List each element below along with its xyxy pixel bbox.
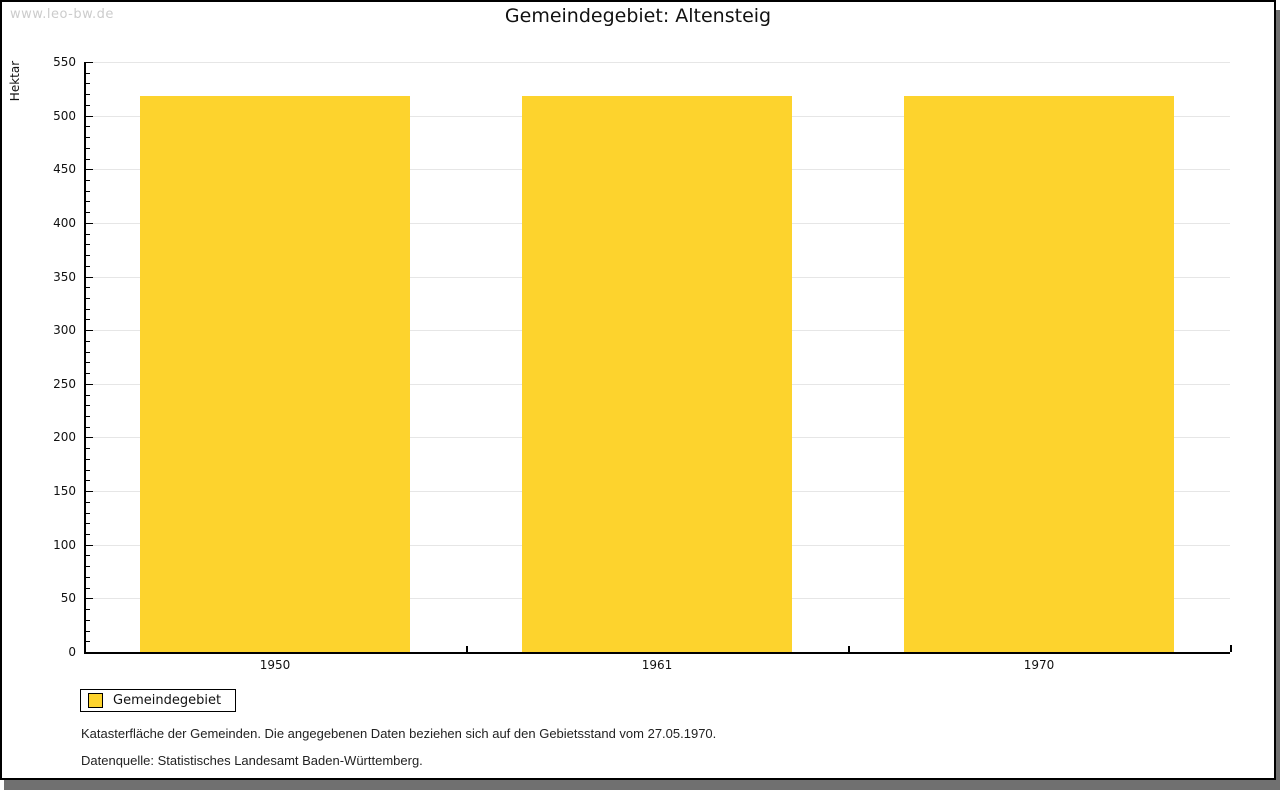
y-minor-tick — [86, 448, 90, 449]
y-minor-tick — [86, 362, 90, 363]
y-minor-tick — [86, 148, 90, 149]
y-minor-tick — [86, 502, 90, 503]
y-minor-tick — [86, 287, 90, 288]
y-minor-tick — [86, 126, 90, 127]
y-major-tick — [86, 384, 93, 385]
legend: Gemeindegebiet — [80, 689, 237, 712]
y-major-tick — [86, 223, 93, 224]
y-major-tick — [86, 277, 93, 278]
y-minor-tick — [86, 341, 90, 342]
y-minor-tick — [86, 480, 90, 481]
x-axis-line — [84, 652, 1230, 654]
legend-swatch-gemeindegebiet — [88, 693, 103, 708]
y-major-tick — [86, 169, 93, 170]
y-minor-tick — [86, 373, 90, 374]
y-minor-tick — [86, 105, 90, 106]
x-boundary-tick — [848, 646, 850, 652]
y-minor-tick — [86, 566, 90, 567]
y-minor-tick — [86, 534, 90, 535]
y-minor-tick — [86, 83, 90, 84]
y-minor-tick — [86, 470, 90, 471]
y-minor-tick — [86, 255, 90, 256]
y-tick-label: 150 — [53, 484, 76, 498]
x-tick-label: 1950 — [259, 658, 291, 672]
y-minor-tick — [86, 201, 90, 202]
y-minor-tick — [86, 191, 90, 192]
y-tick-label: 300 — [53, 323, 76, 337]
x-boundary-tick — [466, 646, 468, 652]
y-minor-tick — [86, 427, 90, 428]
y-minor-tick — [86, 212, 90, 213]
y-minor-tick — [86, 459, 90, 460]
y-minor-tick — [86, 555, 90, 556]
watermark: www.leo-bw.de — [10, 7, 114, 22]
x-tick-label: 1961 — [641, 658, 673, 672]
y-minor-tick — [86, 159, 90, 160]
y-tick-label: 550 — [53, 55, 76, 69]
footnote-data-source: Datenquelle: Statistisches Landesamt Bad… — [81, 753, 423, 768]
y-tick-label: 500 — [53, 109, 76, 123]
y-minor-tick — [86, 620, 90, 621]
y-tick-label: 50 — [60, 591, 76, 605]
bar-1961 — [522, 96, 792, 652]
y-tick-label: 400 — [53, 216, 76, 230]
y-minor-tick — [86, 641, 90, 642]
y-tick-label: 450 — [53, 162, 76, 176]
y-gridline — [86, 62, 1230, 63]
bar-1970 — [904, 96, 1174, 652]
y-minor-tick — [86, 405, 90, 406]
y-minor-tick — [86, 523, 90, 524]
y-major-tick — [86, 598, 93, 599]
y-minor-tick — [86, 416, 90, 417]
y-minor-tick — [86, 352, 90, 353]
y-minor-tick — [86, 137, 90, 138]
y-minor-tick — [86, 298, 90, 299]
x-axis-end-tick — [1230, 645, 1232, 652]
bar-1950 — [140, 96, 410, 652]
y-minor-tick — [86, 180, 90, 181]
y-minor-tick — [86, 94, 90, 95]
plot-area: 0 50 100 150 200 250 300 350 400 450 500 550 1950 196… — [2, 2, 1274, 778]
y-minor-tick — [86, 513, 90, 514]
y-tick-label: 250 — [53, 377, 76, 391]
y-minor-tick — [86, 577, 90, 578]
y-minor-tick — [86, 266, 90, 267]
y-minor-tick — [86, 588, 90, 589]
y-major-tick — [86, 116, 93, 117]
y-axis-line — [84, 62, 86, 654]
y-tick-label: 350 — [53, 270, 76, 284]
y-minor-tick — [86, 631, 90, 632]
y-major-tick — [86, 545, 93, 546]
y-minor-tick — [86, 244, 90, 245]
legend-label: Gemeindegebiet — [113, 693, 222, 708]
y-major-tick — [86, 62, 93, 63]
y-minor-tick — [86, 319, 90, 320]
y-tick-label: 100 — [53, 538, 76, 552]
y-minor-tick — [86, 73, 90, 74]
y-major-tick — [86, 491, 93, 492]
x-tick-label: 1970 — [1023, 658, 1055, 672]
y-tick-label: 0 — [68, 645, 76, 659]
y-major-tick — [86, 330, 93, 331]
chart-title: Gemeindegebiet: Altensteig — [504, 5, 772, 27]
footnote-source-description: Katasterfläche der Gemeinden. Die angege… — [81, 726, 717, 741]
y-minor-tick — [86, 234, 90, 235]
y-minor-tick — [86, 395, 90, 396]
y-tick-label: 200 — [53, 430, 76, 444]
y-major-tick — [86, 437, 93, 438]
y-minor-tick — [86, 309, 90, 310]
y-minor-tick — [86, 609, 90, 610]
